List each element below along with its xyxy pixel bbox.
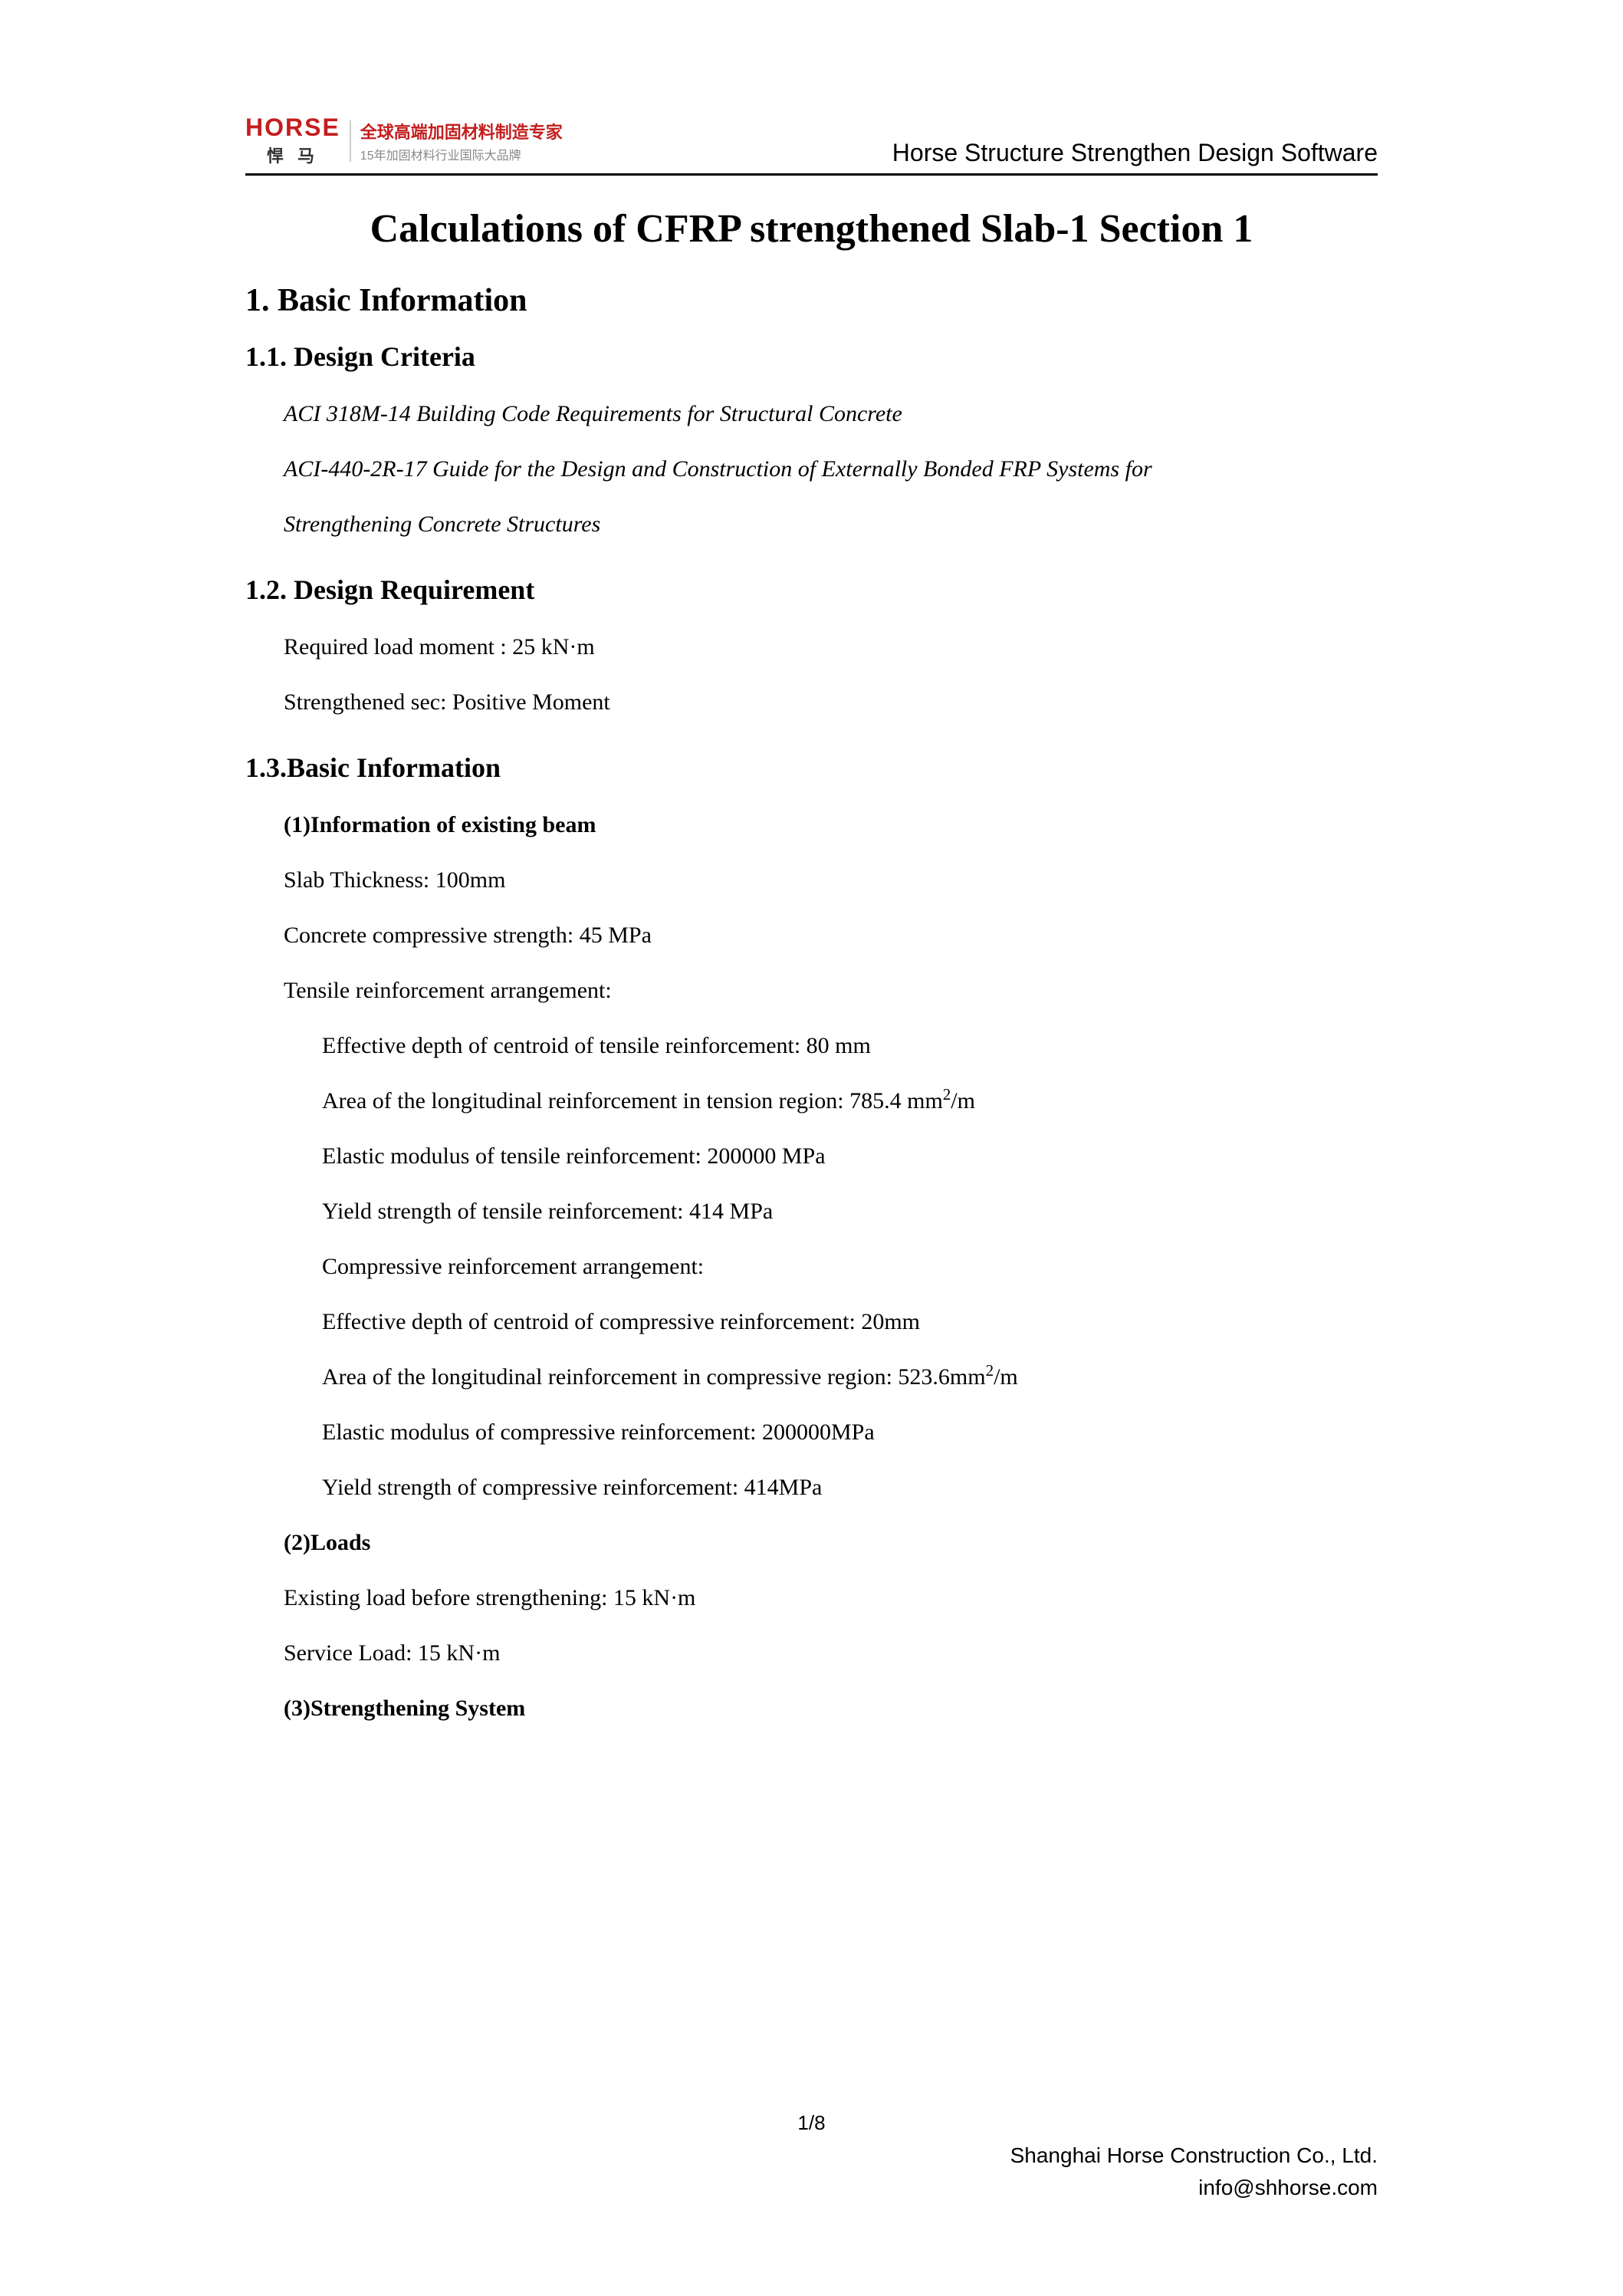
- loads-existing: Existing load before strengthening: 15 k…: [284, 1571, 1378, 1626]
- info-compressive-depth: Effective depth of centroid of compressi…: [322, 1294, 1378, 1350]
- info-tensile-area-text: Area of the longitudinal reinforcement i…: [322, 1088, 943, 1113]
- requirement-line-1: Required load moment : 25 kN·m: [284, 620, 1378, 675]
- page-number: 1/8: [0, 2111, 1623, 2135]
- superscript-2: 2: [986, 1361, 994, 1380]
- info-compressive-area-text: Area of the longitudinal reinforcement i…: [322, 1364, 986, 1390]
- page-header: HORSE 悍 马 全球高端加固材料制造专家 15年加固材料行业国际大品牌 Ho…: [245, 115, 1378, 176]
- info-tensile-arrangement: Tensile reinforcement arrangement:: [284, 963, 1378, 1018]
- footer-company: Shanghai Horse Construction Co., Ltd.: [1010, 2140, 1378, 2172]
- criteria-line-1: ACI 318M-14 Building Code Requirements f…: [284, 387, 1378, 442]
- footer-email: info@shhorse.com: [1010, 2172, 1378, 2204]
- logo-block: HORSE 悍 马 全球高端加固材料制造专家 15年加固材料行业国际大品牌: [245, 115, 563, 167]
- subsection-2-heading: (2)Loads: [284, 1515, 1378, 1571]
- section-1-3-heading: 1.3.Basic Information: [245, 752, 1378, 784]
- section-1-heading: 1. Basic Information: [245, 282, 1378, 319]
- info-tensile-modulus: Elastic modulus of tensile reinforcement…: [322, 1129, 1378, 1184]
- criteria-line-3: Strengthening Concrete Structures: [284, 497, 1378, 552]
- info-compressive-area-unit: /m: [994, 1364, 1018, 1390]
- logo-cn-text: 悍 马: [267, 143, 319, 167]
- logo-tagline-gray: 15年加固材料行业国际大品牌: [360, 145, 563, 163]
- info-tensile-yield: Yield strength of tensile reinforcement:…: [322, 1184, 1378, 1239]
- page-footer: Shanghai Horse Construction Co., Ltd. in…: [1010, 2140, 1378, 2204]
- logo-right: 全球高端加固材料制造专家 15年加固材料行业国际大品牌: [360, 119, 563, 163]
- subsection-3-heading: (3)Strengthening System: [284, 1681, 1378, 1736]
- subsection-1-heading: (1)Information of existing beam: [284, 798, 1378, 853]
- info-concrete-strength: Concrete compressive strength: 45 MPa: [284, 908, 1378, 963]
- info-tensile-area: Area of the longitudinal reinforcement i…: [322, 1074, 1378, 1129]
- info-compressive-area: Area of the longitudinal reinforcement i…: [322, 1350, 1378, 1405]
- info-compressive-modulus: Elastic modulus of compressive reinforce…: [322, 1405, 1378, 1460]
- info-tensile-area-unit: /m: [951, 1088, 975, 1113]
- info-compressive-yield: Yield strength of compressive reinforcem…: [322, 1460, 1378, 1515]
- requirement-line-2: Strengthened sec: Positive Moment: [284, 675, 1378, 730]
- loads-service: Service Load: 15 kN·m: [284, 1626, 1378, 1681]
- info-tensile-depth: Effective depth of centroid of tensile r…: [322, 1018, 1378, 1074]
- superscript-2: 2: [943, 1085, 951, 1104]
- logo-brand-text: HORSE: [245, 115, 340, 140]
- criteria-line-2: ACI-440-2R-17 Guide for the Design and C…: [284, 442, 1378, 497]
- section-1-2-heading: 1.2. Design Requirement: [245, 574, 1378, 606]
- document-title: Calculations of CFRP strengthened Slab-1…: [245, 206, 1378, 252]
- logo-tagline-red: 全球高端加固材料制造专家: [360, 119, 563, 143]
- page-container: HORSE 悍 马 全球高端加固材料制造专家 15年加固材料行业国际大品牌 Ho…: [0, 0, 1623, 2296]
- logo-left: HORSE 悍 马: [245, 115, 340, 167]
- info-compressive-arrangement: Compressive reinforcement arrangement:: [322, 1239, 1378, 1294]
- software-title: Horse Structure Strengthen Design Softwa…: [892, 139, 1378, 167]
- section-1-1-heading: 1.1. Design Criteria: [245, 340, 1378, 373]
- info-slab-thickness: Slab Thickness: 100mm: [284, 853, 1378, 908]
- logo-divider: [350, 120, 351, 162]
